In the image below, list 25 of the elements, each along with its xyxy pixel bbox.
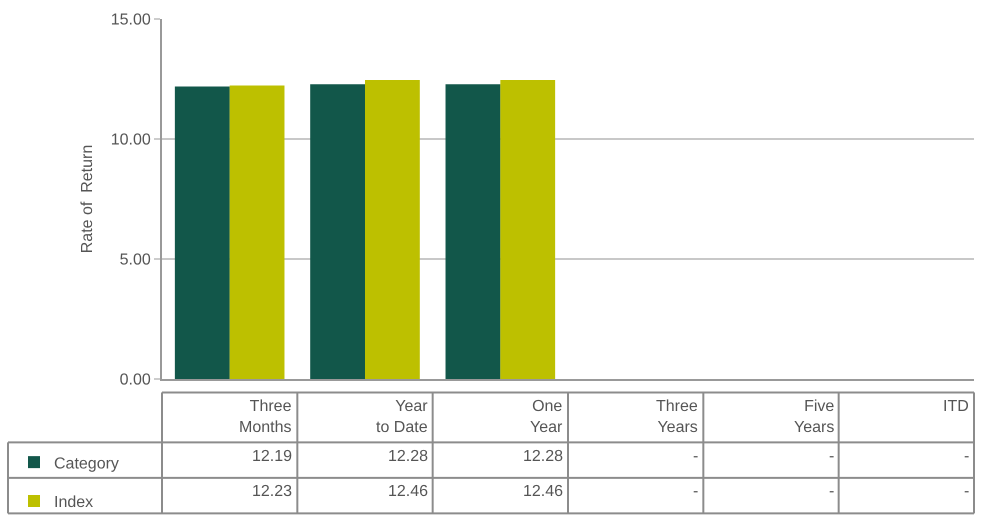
- text: -: [829, 448, 834, 465]
- text: -: [964, 448, 970, 465]
- y-axis-title: Rate of Return: [79, 144, 96, 254]
- text: -: [829, 483, 834, 500]
- x-tick-label: Three Years: [656, 398, 698, 436]
- y-tick-label: 10.00: [110, 132, 151, 149]
- x-tick-label: Year to Date: [376, 398, 428, 436]
- x-tick-label: Three Months: [239, 398, 292, 436]
- data-label: 12.19: [252, 448, 292, 465]
- legend-label: Index: [54, 494, 94, 512]
- x-tick-label: Five Years: [794, 398, 834, 436]
- text: -: [693, 483, 698, 500]
- text: -: [964, 483, 970, 500]
- y-tick-label: 5.00: [120, 252, 151, 269]
- data-label: 12.23: [252, 483, 292, 500]
- legend-label: Category: [54, 455, 119, 472]
- y-tick-label: 15.00: [110, 12, 151, 29]
- text: -: [693, 448, 698, 465]
- data-label: 12.46: [388, 483, 428, 500]
- data-label: 12.28: [388, 448, 428, 465]
- data-label: 12.28: [523, 448, 564, 465]
- y-tick-label: 0.00: [120, 372, 151, 389]
- data-label: 12.46: [523, 483, 564, 500]
- x-tick-label: One Year: [530, 398, 563, 436]
- x-tick-label: ITD: [943, 398, 969, 415]
